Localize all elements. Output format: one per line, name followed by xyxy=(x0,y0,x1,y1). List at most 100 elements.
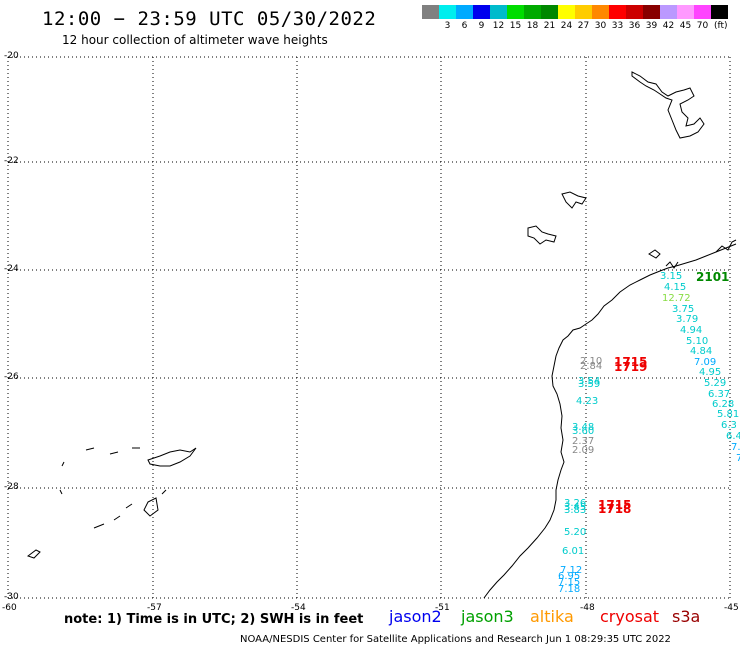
satellite-label-jason3: jason3 xyxy=(461,607,514,626)
wave-height-reading: 3.79 xyxy=(676,314,699,325)
satellite-label-cryosat: cryosat xyxy=(600,607,660,626)
latitude-label: -24 xyxy=(4,264,19,274)
wave-height-reading: 6.95 xyxy=(558,571,581,582)
legend-label: 15 xyxy=(509,21,522,31)
legend-label: 39 xyxy=(645,21,658,31)
pass-time-label: 1715 xyxy=(598,498,632,512)
wave-height-reading: 3.75 xyxy=(672,304,695,315)
legend-swatch xyxy=(439,5,456,19)
wave-height-reading: 6.3 xyxy=(721,420,737,431)
wave-height-reading: 5.10 xyxy=(686,336,709,347)
pass-time-label: 1718 xyxy=(598,502,632,516)
legend-swatch xyxy=(558,5,575,19)
wave-height-reading: 7.12 xyxy=(560,565,583,576)
legend-swatch xyxy=(456,5,473,19)
inland-lake-3 xyxy=(527,225,557,245)
wave-height-reading: 2.10 xyxy=(580,356,603,367)
latitude-label: -30 xyxy=(4,592,19,602)
legend-swatch xyxy=(711,5,728,19)
graticule-grid xyxy=(7,56,732,599)
legend-label: 6 xyxy=(461,21,468,31)
legend-label: 42 xyxy=(662,21,675,31)
wave-height-reading: 7.2 xyxy=(731,442,740,453)
legend-swatch xyxy=(524,5,541,19)
wave-height-reading: 5.20 xyxy=(564,527,587,538)
wave-height-reading: 7.15 xyxy=(558,577,581,588)
legend-swatch xyxy=(660,5,677,19)
satellite-label-s3a: s3a xyxy=(672,607,701,626)
wave-height-reading: 3.59 xyxy=(578,379,601,390)
longitude-label: -57 xyxy=(147,603,162,613)
legend-label: 30 xyxy=(594,21,607,31)
wave-height-reading: 2.37 xyxy=(572,436,595,447)
satellite-label-altika: altika xyxy=(530,607,574,626)
legend-swatch xyxy=(575,5,592,19)
legend-swatch xyxy=(473,5,490,19)
satellite-label-jason2: jason2 xyxy=(389,607,442,626)
legend-unit: (ft) xyxy=(714,21,728,31)
legend-swatch xyxy=(643,5,660,19)
credit-line: NOAA/NESDIS Center for Satellite Applica… xyxy=(240,634,671,645)
wave-height-reading: 7.09 xyxy=(694,357,717,368)
wave-height-reading: 3.26 xyxy=(564,498,587,509)
legend-label: 21 xyxy=(543,21,556,31)
wave-height-reading: 4.23 xyxy=(576,396,599,407)
wave-height-reading: 12.72 xyxy=(662,293,691,304)
legend-swatch xyxy=(694,5,711,19)
wave-height-reading: 3.83 xyxy=(564,505,587,516)
legend-swatch xyxy=(677,5,694,19)
wave-height-reading: 3.45 xyxy=(564,502,587,513)
wave-height-reading: 6.28 xyxy=(712,399,735,410)
legend-swatch xyxy=(626,5,643,19)
legend-label: 24 xyxy=(560,21,573,31)
latitude-label: -26 xyxy=(4,372,19,382)
legend-swatch xyxy=(507,5,524,19)
coastline-detail-north xyxy=(665,239,737,269)
footnote: note: 1) Time is in UTC; 2) SWH is in fe… xyxy=(64,612,364,627)
longitude-label: -51 xyxy=(435,603,450,613)
wave-height-reading: 5.81 xyxy=(717,409,740,420)
legend-swatch xyxy=(609,5,626,19)
legend-swatch xyxy=(541,5,558,19)
wave-height-reading: 6.01 xyxy=(562,546,585,557)
map-title: 12:00 − 23:59 UTC 05/30/2022 xyxy=(42,8,377,30)
pass-time-label: 2101 xyxy=(696,270,730,284)
wave-height-reading: 4.95 xyxy=(699,367,722,378)
legend-label: 27 xyxy=(577,21,590,31)
island-chain xyxy=(26,447,197,559)
wave-height-reading: 3.48 xyxy=(572,422,595,433)
legend-label: 9 xyxy=(478,21,485,31)
inland-lake-4 xyxy=(648,249,661,259)
legend-label: 3 xyxy=(444,21,451,31)
wave-height-reading: 2.84 xyxy=(580,361,603,372)
wave-height-reading: 4.94 xyxy=(680,325,703,336)
wave-height-reading: 5.29 xyxy=(704,378,727,389)
wave-height-reading: 3.54 xyxy=(578,376,601,387)
map-subtitle: 12 hour collection of altimeter wave hei… xyxy=(62,33,328,47)
wave-height-reading: 2.09 xyxy=(572,445,595,456)
pass-time-label: 1719 xyxy=(614,360,648,374)
inland-lake-2 xyxy=(561,191,587,209)
latitude-label: -20 xyxy=(4,51,19,61)
legend-swatch xyxy=(490,5,507,19)
inland-lake-1 xyxy=(631,71,705,139)
latitude-label: -22 xyxy=(4,156,19,166)
legend-label: 70 xyxy=(696,21,709,31)
legend-label: 36 xyxy=(628,21,641,31)
longitude-label: -60 xyxy=(2,603,17,613)
wave-height-reading: 4.15 xyxy=(664,282,687,293)
wave-height-reading: 4.84 xyxy=(690,346,713,357)
legend-label: 12 xyxy=(492,21,505,31)
longitude-label: -48 xyxy=(580,603,595,613)
wave-height-reading: 6.37 xyxy=(708,389,731,400)
longitude-label: -45 xyxy=(724,603,739,613)
latitude-label: -28 xyxy=(4,482,19,492)
longitude-label: -54 xyxy=(291,603,306,613)
wave-height-reading: 3.15 xyxy=(660,271,683,282)
legend-swatch xyxy=(422,5,439,19)
wave-height-reading: 6.4 xyxy=(726,431,740,442)
legend-label: 33 xyxy=(611,21,624,31)
brazil-coastline xyxy=(483,243,737,599)
legend-label: 18 xyxy=(526,21,539,31)
